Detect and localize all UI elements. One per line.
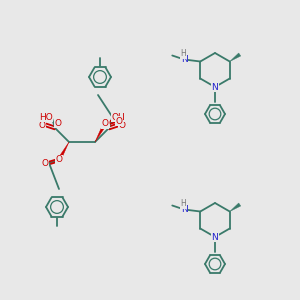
Polygon shape: [230, 203, 241, 212]
Text: O: O: [38, 121, 46, 130]
Text: N: N: [212, 82, 218, 91]
Text: O: O: [41, 158, 49, 167]
Polygon shape: [230, 53, 241, 61]
Text: O: O: [116, 116, 122, 125]
Text: N: N: [181, 205, 188, 214]
Text: O: O: [103, 118, 110, 127]
Text: N: N: [181, 55, 188, 64]
Text: N: N: [212, 232, 218, 242]
Text: OH: OH: [111, 112, 125, 122]
Text: H: H: [180, 200, 186, 208]
Text: O: O: [118, 121, 125, 130]
Text: O: O: [101, 119, 109, 128]
Text: H: H: [180, 50, 186, 58]
Polygon shape: [57, 142, 69, 161]
Text: HO: HO: [39, 112, 53, 122]
Text: O: O: [56, 155, 62, 164]
Text: O: O: [55, 118, 62, 127]
Polygon shape: [95, 123, 106, 142]
